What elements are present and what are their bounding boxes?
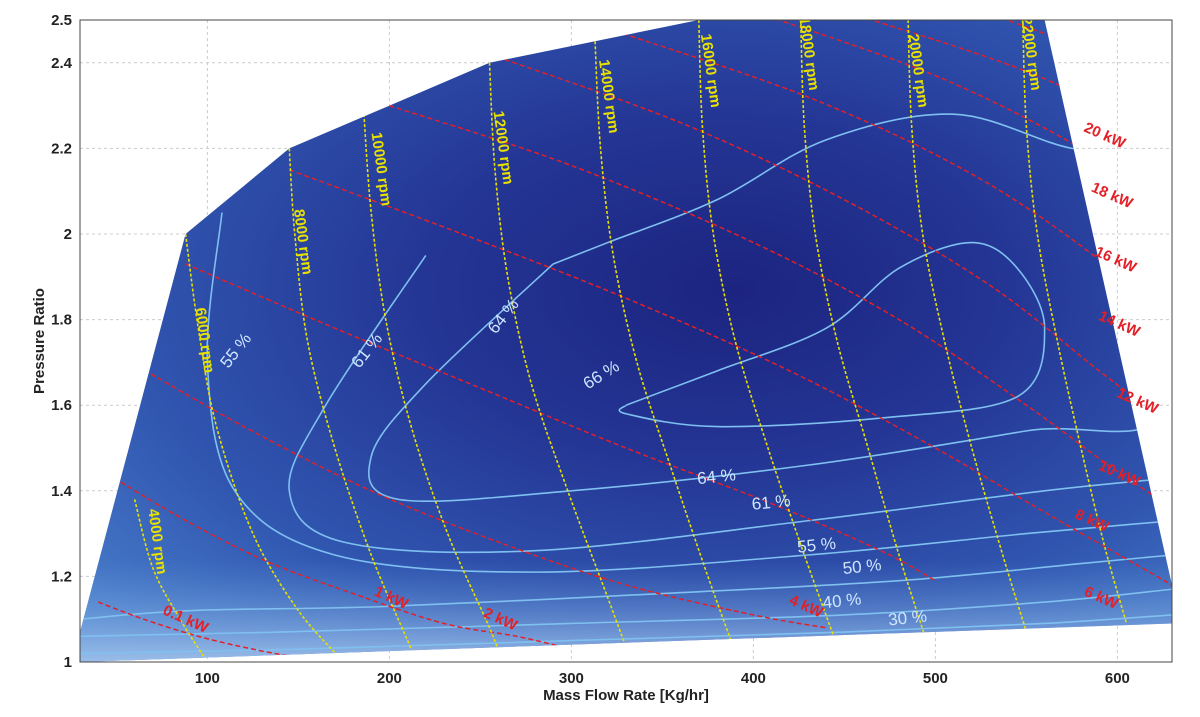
speed-line (907, 20, 1028, 633)
efficiency-contour (206, 212, 1172, 573)
y-tick-label: 2.2 (51, 140, 72, 157)
y-axis-ticks: 1 1.2 1.4 1.6 1.8 2 2.2 2.4 2.5 (51, 12, 73, 671)
speed-line (488, 62, 633, 662)
efficiency-contour (288, 254, 1172, 554)
x-tick-label: 300 (559, 670, 584, 687)
power-line (185, 263, 936, 582)
speed-line (594, 41, 740, 662)
power-line (1080, 20, 1172, 43)
efficiency-contour (618, 241, 1046, 428)
power-line (80, 455, 572, 650)
y-tick-label: 2.4 (51, 55, 73, 72)
efficiency-label: 40 % (822, 589, 863, 612)
y-tick-label: 1.4 (51, 483, 73, 500)
plot-frame (79, 19, 1173, 663)
x-axis-ticks: 100 200 300 400 500 600 (195, 670, 1130, 687)
speed-line (799, 20, 928, 641)
operating-map-fill (80, 20, 1172, 662)
power-line (289, 169, 1172, 586)
x-axis-title: Mass Flow Rate [Kg/hr] (543, 687, 709, 704)
y-tick-label: 1.8 (51, 312, 72, 329)
speed-line (288, 148, 418, 662)
efficiency-label: 30 % (887, 607, 928, 630)
efficiency-contour (80, 614, 1172, 655)
y-axis-title: Pressure Ratio (31, 288, 48, 394)
x-tick-label: 200 (377, 670, 402, 687)
power-line-label: 18 kW (1089, 179, 1136, 213)
y-tick-label: 2.5 (51, 12, 72, 29)
efficiency-label: 55 % (796, 534, 837, 557)
speed-line (1021, 20, 1128, 624)
x-tick-label: 600 (1105, 670, 1130, 687)
y-tick-label: 1.6 (51, 397, 72, 414)
efficiency-contour (80, 554, 1172, 620)
efficiency-label: 64 % (696, 465, 737, 488)
efficiency-contour (80, 588, 1172, 638)
x-tick-label: 400 (741, 670, 766, 687)
y-tick-label: 1 (64, 654, 72, 671)
speed-line (363, 114, 503, 662)
power-line (489, 53, 1172, 428)
x-tick-label: 100 (195, 670, 220, 687)
power-line (607, 27, 1172, 329)
speed-line (184, 233, 345, 662)
speed-line (133, 499, 209, 662)
power-line (97, 601, 299, 659)
efficiency-label: 50 % (842, 555, 883, 578)
x-tick-label: 500 (923, 670, 948, 687)
y-tick-label: 1.2 (51, 568, 72, 585)
power-line-label: 20 kW (1081, 119, 1128, 153)
y-tick-label: 2 (64, 226, 72, 243)
speed-lines (133, 20, 1128, 662)
power-line (389, 104, 1172, 509)
power-line (116, 353, 827, 629)
efficiency-label: 61 % (751, 491, 792, 514)
speed-line (698, 20, 837, 641)
